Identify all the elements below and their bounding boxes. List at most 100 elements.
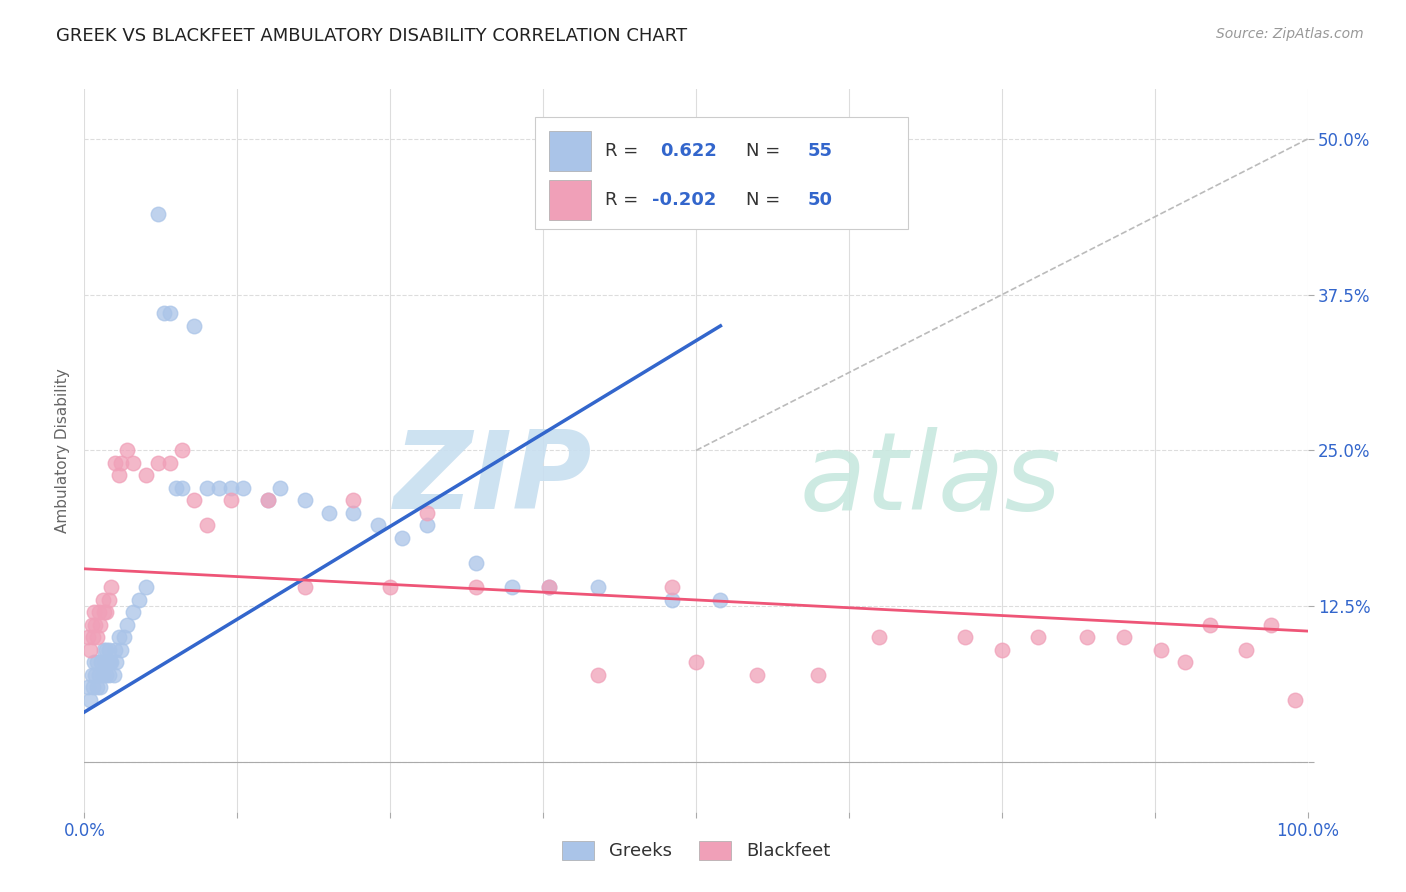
Text: atlas: atlas [800,427,1062,532]
Legend: Greeks, Blackfeet: Greeks, Blackfeet [554,834,838,868]
Point [1236,642,1258,657]
Point [79,692,101,706]
Point [83,655,105,669]
Point [83,606,105,620]
Point [172,443,194,458]
Point [146,207,169,221]
Point [97,655,120,669]
Point [294,493,316,508]
Point [100,581,122,595]
Point [80,618,103,632]
Point [416,506,439,520]
Point [367,518,389,533]
Point [86,630,108,644]
Point [709,593,731,607]
Point [869,630,891,644]
Point [1076,630,1098,644]
Point [159,306,181,320]
Point [538,581,561,595]
Point [661,581,683,595]
Text: ZIP: ZIP [394,426,592,533]
Point [953,630,976,644]
Point [97,642,120,657]
Text: 0.622: 0.622 [661,142,717,160]
Text: R =: R = [606,191,644,209]
FancyBboxPatch shape [550,180,591,220]
Point [183,318,205,333]
Point [135,581,157,595]
Point [135,468,157,483]
Point [165,481,187,495]
Point [110,642,132,657]
Point [416,518,439,533]
Point [93,642,115,657]
Point [96,606,118,620]
Point [91,667,114,681]
Point [104,642,127,657]
Point [97,593,120,607]
Point [89,680,111,694]
Point [538,581,561,595]
Point [1174,655,1197,669]
Point [807,667,830,681]
Point [232,481,254,495]
Point [146,456,169,470]
Point [77,680,100,694]
Point [208,481,231,495]
Text: R =: R = [606,142,644,160]
Point [91,593,114,607]
Point [153,306,176,320]
Point [93,606,115,620]
Point [586,581,609,595]
Point [90,655,112,669]
Point [87,606,110,620]
Point [1284,692,1306,706]
Point [105,655,128,669]
Point [115,443,138,458]
Point [257,493,280,508]
Point [96,667,118,681]
FancyBboxPatch shape [550,131,591,171]
Point [98,655,121,669]
Text: 55: 55 [807,142,832,160]
Point [84,667,107,681]
Point [1114,630,1136,644]
Point [82,630,104,644]
Text: N =: N = [747,142,786,160]
Point [128,593,150,607]
Point [183,493,205,508]
Point [96,642,118,657]
Text: -0.202: -0.202 [652,191,716,209]
Point [110,456,132,470]
Point [195,518,218,533]
Point [391,531,413,545]
Point [115,618,138,632]
Point [342,506,364,520]
Point [1260,618,1282,632]
Point [269,481,291,495]
Point [502,581,524,595]
Point [294,581,316,595]
Point [661,593,683,607]
Point [107,468,129,483]
Point [172,481,194,495]
Point [219,493,242,508]
Point [100,655,122,669]
Point [318,506,340,520]
Point [97,667,120,681]
Text: Source: ZipAtlas.com: Source: ZipAtlas.com [1216,27,1364,41]
Point [107,630,129,644]
Point [77,630,100,644]
Point [464,556,486,570]
Point [89,618,111,632]
Point [80,667,103,681]
Point [586,667,609,681]
Point [79,642,101,657]
Point [86,680,108,694]
Y-axis label: Ambulatory Disability: Ambulatory Disability [55,368,70,533]
Point [685,655,707,669]
FancyBboxPatch shape [534,118,908,228]
Point [86,655,108,669]
Point [1028,630,1050,644]
Point [257,493,280,508]
